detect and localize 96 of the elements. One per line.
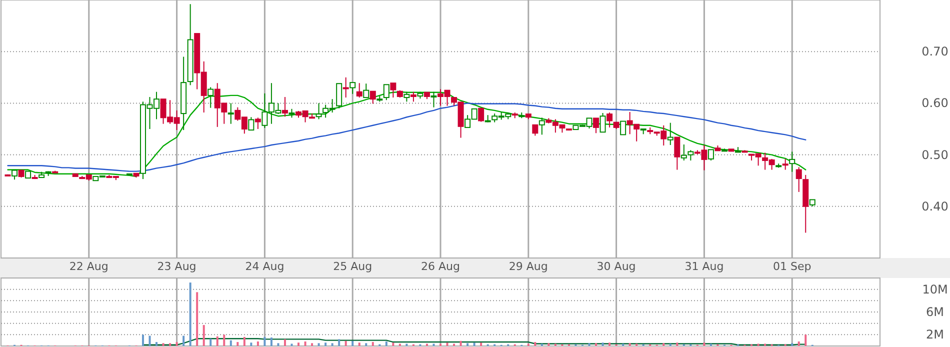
bar — [156, 342, 158, 346]
bar — [189, 282, 192, 346]
candlestick — [430, 91, 437, 108]
candlestick — [708, 149, 714, 161]
x-tick-label: 29 Aug — [508, 260, 548, 273]
bar — [385, 341, 388, 346]
candlestick — [593, 118, 600, 134]
bar — [182, 336, 185, 346]
line-series — [7, 102, 806, 172]
bar — [628, 343, 631, 346]
candlestick — [254, 117, 261, 130]
line-series — [142, 338, 806, 346]
bar — [311, 343, 314, 346]
x-tick-label: 01 Sep — [772, 260, 812, 273]
bar — [358, 342, 360, 346]
bar — [480, 342, 482, 346]
bar — [791, 343, 794, 346]
candlestick — [410, 91, 416, 102]
bar — [588, 343, 590, 346]
candlestick — [248, 116, 254, 131]
bar — [466, 343, 469, 346]
bar — [392, 342, 394, 346]
bar — [338, 339, 340, 346]
x-tick-label: 23 Aug — [157, 260, 196, 273]
candlestick — [370, 90, 376, 104]
bar — [331, 343, 334, 346]
candlestick — [404, 91, 410, 102]
bar — [277, 343, 280, 346]
x-tick-label: 30 Aug — [596, 260, 636, 273]
bar — [473, 342, 476, 346]
candlestick — [620, 120, 626, 136]
bar — [210, 338, 212, 346]
bar — [196, 292, 198, 346]
candlestick — [600, 112, 606, 133]
bar — [662, 343, 665, 346]
bar — [608, 342, 611, 346]
x-tick-label: 24 Aug — [245, 260, 284, 273]
candlestick — [356, 82, 362, 98]
x-tick-label: 26 Aug — [421, 260, 460, 273]
bar — [534, 342, 536, 346]
candlestick — [606, 112, 613, 128]
candlestick — [228, 102, 234, 124]
bar — [304, 341, 306, 346]
bar — [256, 341, 259, 346]
bar — [142, 334, 144, 346]
bar — [176, 342, 178, 346]
y-tick-label: 2M — [926, 328, 944, 342]
bar — [202, 325, 205, 346]
bar — [548, 343, 550, 346]
bar — [298, 342, 300, 346]
y-tick-label: 0.70 — [922, 44, 948, 59]
bar — [169, 343, 172, 346]
candlestick — [674, 136, 680, 170]
bar — [236, 342, 239, 346]
bar — [324, 342, 327, 346]
bar — [318, 343, 320, 346]
bar — [344, 340, 347, 346]
x-tick-label: 22 Aug — [69, 260, 108, 273]
candlestick — [538, 117, 545, 136]
bar — [676, 342, 678, 346]
bar — [703, 342, 706, 346]
candlestick — [282, 96, 288, 118]
bar — [148, 336, 151, 346]
bar — [602, 342, 604, 346]
bar — [595, 343, 598, 346]
bar — [250, 342, 252, 346]
bar — [162, 343, 164, 346]
x-tick-label: 25 Aug — [333, 260, 372, 273]
bar — [460, 340, 462, 346]
y-tick-label: 10M — [922, 282, 948, 296]
candlestick — [208, 86, 214, 108]
bar — [352, 340, 354, 346]
candlestick — [363, 83, 370, 98]
candlestick — [383, 84, 390, 101]
bar — [365, 343, 368, 346]
y-tick-label: 6M — [926, 305, 944, 319]
candlestick — [390, 82, 396, 98]
bar — [804, 334, 807, 346]
candlestick — [532, 124, 538, 136]
bar — [446, 342, 448, 346]
candlestick — [667, 122, 674, 146]
y-tick-label: 0.60 — [922, 96, 948, 110]
y-tick-label: 0.40 — [922, 199, 948, 214]
bar — [798, 341, 800, 346]
bar — [243, 336, 246, 346]
y-tick-label: 0.50 — [922, 148, 948, 162]
candlestick — [796, 166, 802, 192]
bar — [264, 336, 266, 346]
x-tick-label: 31 Aug — [684, 260, 724, 273]
bar — [223, 334, 226, 346]
bar — [230, 340, 232, 346]
bar — [284, 339, 286, 346]
candlestick — [478, 108, 484, 122]
bar — [270, 338, 272, 346]
bar — [372, 342, 374, 346]
bar — [216, 336, 218, 346]
